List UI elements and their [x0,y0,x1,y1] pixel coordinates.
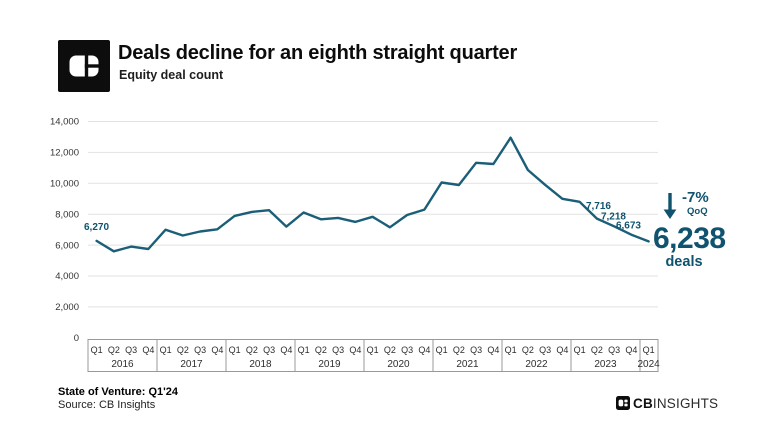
x-axis-year-label: 2024 [638,359,661,370]
x-axis-quarter-label: Q4 [349,345,361,355]
x-axis-quarter-label: Q3 [470,345,482,355]
x-axis-year-label: 2023 [594,359,617,370]
x-axis-quarter-label: Q2 [591,345,603,355]
y-axis-tick-label: 6,000 [55,240,79,251]
y-axis-tick-label: 2,000 [55,302,79,313]
x-axis-quarter-label: Q3 [194,345,206,355]
latest-quarter-annotation: -7% QoQ 6,238 deals [646,184,768,274]
y-axis-tick-label: 10,000 [50,179,79,190]
page-subtitle: Equity deal count [119,68,224,82]
x-axis-quarter-label: Q1 [229,345,241,355]
x-axis-year-label: 2021 [456,359,479,370]
x-axis-quarter-label: Q3 [608,345,620,355]
x-axis-year-label: 2018 [249,359,272,370]
x-axis-quarter-label: Q2 [108,345,120,355]
x-axis-quarter-label: Q4 [211,345,223,355]
latest-deal-unit: deals [665,254,703,270]
x-axis-quarter-label: Q4 [556,345,568,355]
x-axis-quarter-label: Q3 [539,345,551,355]
cbinsights-wordmark: CBINSIGHTS [616,395,718,411]
cbinsights-mark-icon [616,396,630,410]
x-axis-quarter-label: Q4 [280,345,292,355]
x-axis-year-label: 2019 [318,359,341,370]
x-axis-quarter-label: Q1 [643,345,655,355]
qoq-change-period: QoQ [687,206,708,217]
cb-insights-logo-icon [58,40,110,92]
y-axis-tick-label: 14,000 [50,117,79,128]
x-axis-quarter-label: Q4 [487,345,499,355]
x-axis-year-label: 2022 [525,359,548,370]
report-name: State of Venture: Q1'24 [58,386,178,398]
x-axis-quarter-label: Q3 [332,345,344,355]
x-axis-quarter-label: Q2 [315,345,327,355]
y-axis-tick-label: 4,000 [55,271,79,282]
deal-count-line [95,136,650,253]
x-axis-quarter-label: Q2 [177,345,189,355]
x-axis-box [87,339,659,372]
x-axis-quarter-label: Q4 [625,345,637,355]
x-axis-quarter-label: Q1 [160,345,172,355]
x-axis-quarter-label: Q2 [522,345,534,355]
x-axis-quarter-label: Q4 [418,345,430,355]
data-point-label: 7,218 [601,212,626,223]
x-axis-quarter-label: Q1 [505,345,517,355]
x-axis-quarter-label: Q1 [91,345,103,355]
x-axis-quarter-label: Q3 [263,345,275,355]
y-axis-tick-label: 0 [74,333,79,344]
brand-cb: CB [633,395,653,411]
down-arrow-icon [663,193,677,219]
x-axis-year-label: 2016 [111,359,134,370]
brand-insights: INSIGHTS [652,395,719,411]
source-credit: Source: CB Insights [58,399,156,411]
y-axis-tick-label: 12,000 [50,148,79,159]
x-axis-year-label: 2020 [387,359,410,370]
page-title: Deals decline for an eighth straight qua… [118,42,518,64]
x-axis-quarter-label: Q4 [142,345,154,355]
x-axis-quarter-label: Q3 [125,345,137,355]
x-axis-quarter-label: Q1 [436,345,448,355]
x-axis-quarter-label: Q3 [401,345,413,355]
latest-deal-count: 6,238 [653,222,726,255]
data-point-label: 6,270 [84,222,109,233]
y-axis-tick-label: 8,000 [55,209,79,220]
data-point-label: 6,673 [616,221,641,232]
x-axis-quarter-label: Q1 [367,345,379,355]
data-point-label: 7,716 [586,201,611,212]
x-axis-quarter-label: Q2 [384,345,396,355]
x-axis-quarter-label: Q1 [298,345,310,355]
x-axis-quarter-label: Q1 [574,345,586,355]
qoq-change-value: -7% [682,189,709,206]
x-axis-year-label: 2017 [180,359,203,370]
x-axis-quarter-label: Q2 [246,345,258,355]
x-axis-quarter-label: Q2 [453,345,465,355]
